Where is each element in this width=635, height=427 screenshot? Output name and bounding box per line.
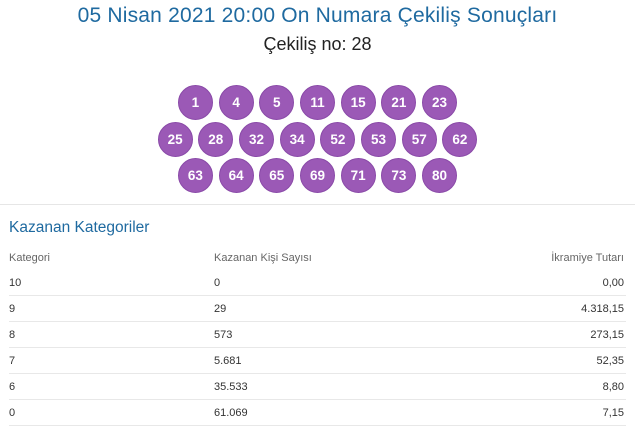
number-ball: 25 — [157, 121, 193, 157]
table-row: 0 61.069 7,15 — [9, 400, 626, 426]
col-header-winner-count: Kazanan Kişi Sayısı — [214, 252, 312, 264]
number-ball: 71 — [340, 158, 376, 193]
divider — [0, 204, 635, 205]
cell-prize: 52,35 — [596, 354, 624, 367]
ball-row: 1 4 5 11 15 21 23 — [0, 85, 635, 120]
number-ball: 32 — [238, 121, 274, 157]
number-ball: 64 — [218, 158, 254, 193]
cell-prize: 8,80 — [602, 380, 624, 393]
number-ball: 52 — [320, 121, 356, 157]
table-header: Kategori Kazanan Kişi Sayısı İkramiye Tu… — [9, 246, 626, 270]
number-ball: 53 — [361, 121, 397, 157]
cell-category: 10 — [9, 276, 22, 289]
table-row: 8 573 273,15 — [9, 322, 626, 348]
table-row: 6 35.533 8,80 — [9, 374, 626, 400]
winners-table: Kategori Kazanan Kişi Sayısı İkramiye Tu… — [9, 246, 626, 426]
cell-prize: 7,15 — [602, 406, 624, 419]
ball-row: 25 28 32 34 52 53 57 62 — [0, 121, 635, 157]
cell-category: 7 — [9, 354, 16, 367]
cell-prize: 4.318,15 — [581, 302, 624, 315]
drawn-numbers: 1 4 5 11 15 21 23 25 28 32 34 52 53 57 62 63 64 65 69 71 73 8… — [0, 85, 635, 195]
number-ball: 4 — [218, 85, 254, 120]
table-row: 10 0 0,00 — [9, 270, 626, 296]
cell-category: 0 — [9, 406, 16, 419]
number-ball: 69 — [300, 158, 335, 193]
table-row: 7 5.681 52,35 — [9, 348, 626, 374]
number-ball: 65 — [259, 158, 295, 193]
number-ball: 5 — [259, 85, 295, 120]
number-ball: 23 — [422, 85, 458, 120]
cell-winner-count: 5.681 — [214, 354, 242, 367]
number-ball: 62 — [442, 121, 478, 157]
cell-winner-count: 35.533 — [214, 380, 248, 393]
table-row: 9 29 4.318,15 — [9, 296, 626, 322]
number-ball: 28 — [198, 121, 234, 157]
number-ball: 63 — [177, 158, 213, 193]
number-ball: 80 — [422, 158, 458, 193]
col-header-category: Kategori — [9, 252, 50, 264]
number-ball: 34 — [279, 121, 315, 157]
col-header-prize: İkramiye Tutarı — [551, 252, 624, 264]
cell-winner-count: 573 — [214, 328, 233, 341]
number-ball: 73 — [381, 158, 417, 193]
cell-category: 8 — [9, 328, 16, 341]
ball-row: 63 64 65 69 71 73 80 — [0, 158, 635, 193]
cell-prize: 0,00 — [602, 276, 624, 289]
cell-winner-count: 61.069 — [214, 406, 248, 419]
cell-winner-count: 0 — [214, 276, 221, 289]
number-ball: 11 — [300, 85, 335, 120]
draw-number: Çekiliş no: 28 — [263, 34, 372, 54]
cell-prize: 273,15 — [590, 328, 624, 341]
number-ball: 21 — [381, 85, 417, 120]
number-ball: 57 — [401, 121, 437, 157]
section-title-winners: Kazanan Kategoriler — [9, 219, 150, 236]
number-ball: 15 — [340, 85, 376, 120]
page-title: 05 Nisan 2021 20:00 On Numara Çekiliş So… — [77, 4, 558, 27]
cell-category: 6 — [9, 380, 16, 393]
cell-winner-count: 29 — [214, 302, 227, 315]
cell-category: 9 — [9, 302, 16, 315]
number-ball: 1 — [177, 85, 213, 120]
